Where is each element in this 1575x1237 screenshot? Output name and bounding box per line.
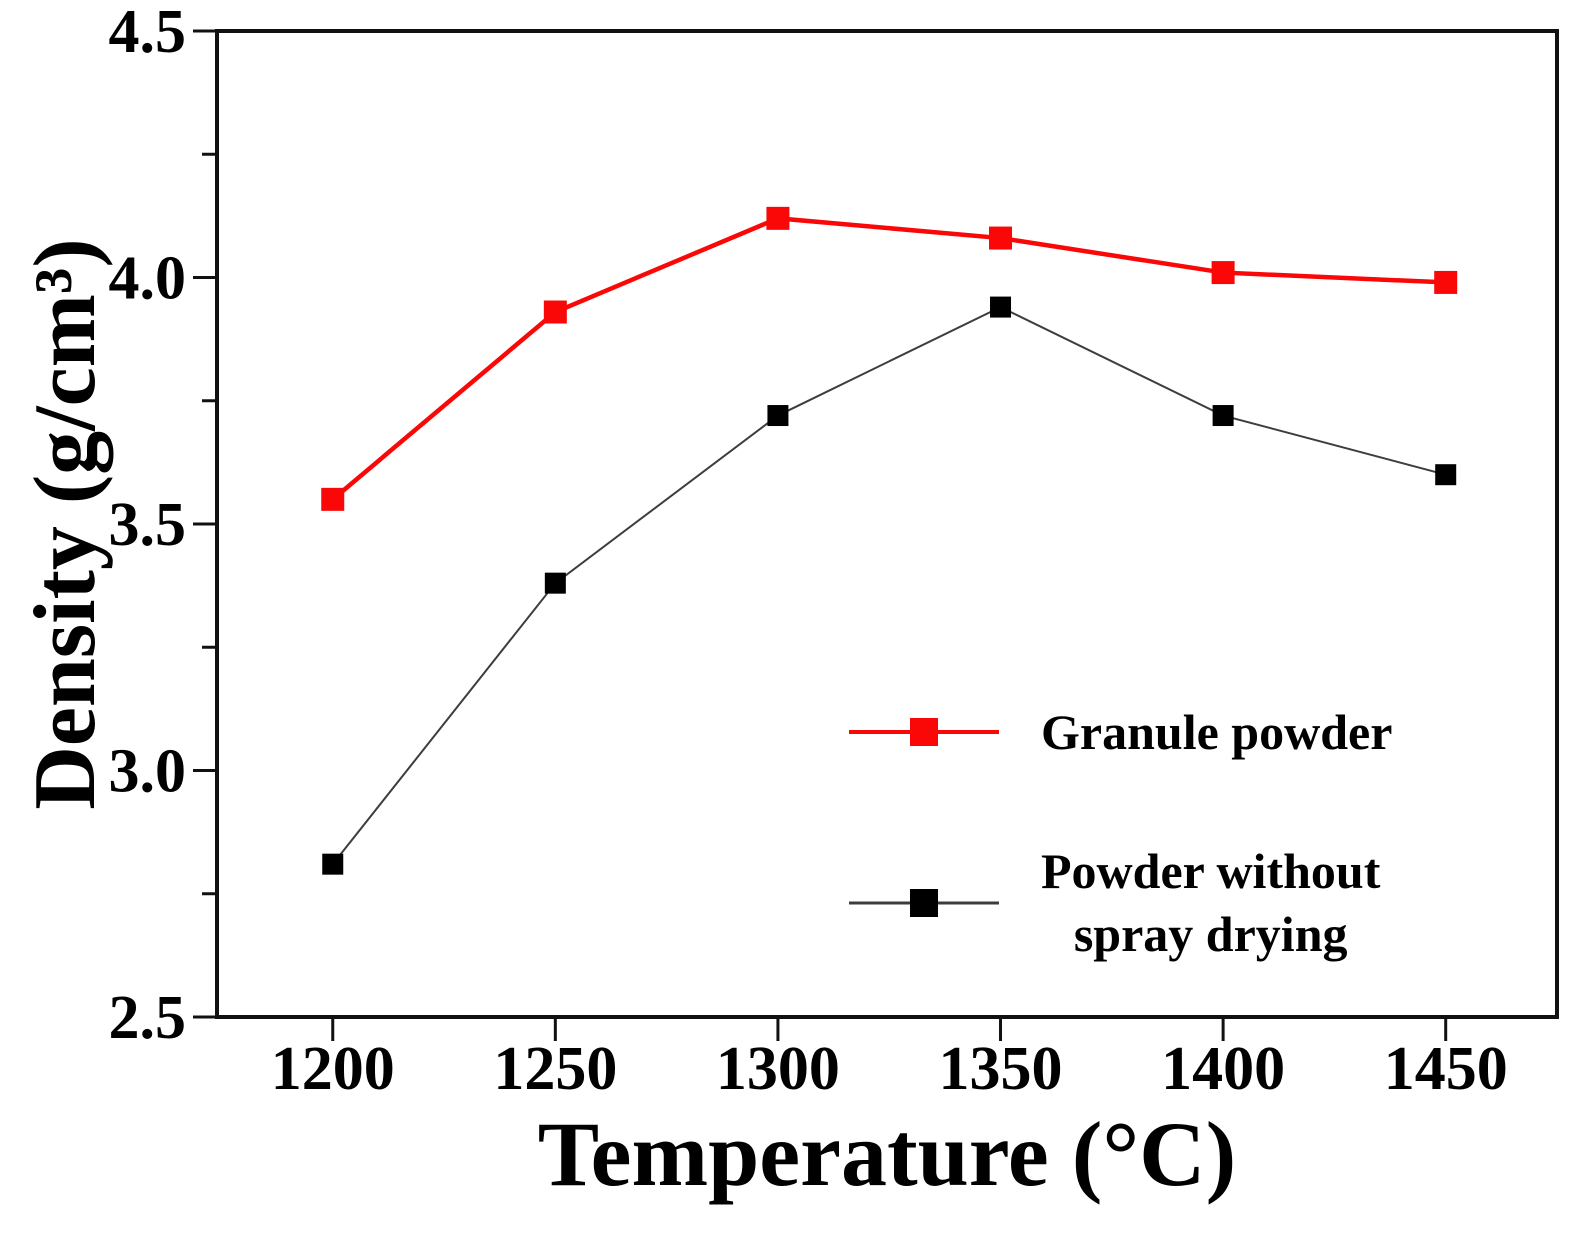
legend-marker-black-square-icon bbox=[910, 889, 938, 917]
data-point-marker bbox=[544, 572, 566, 594]
data-point-marker bbox=[1435, 464, 1457, 486]
series-0 bbox=[321, 206, 1458, 511]
x-tick-label: 1250 bbox=[493, 1035, 617, 1103]
y-axis-ticks: 4.5 4.0 3.5 3.0 2.5 bbox=[109, 0, 215, 1052]
series-line-1 bbox=[331, 305, 1446, 865]
legend-sample-powder-without-spray-drying bbox=[849, 888, 999, 918]
y-tick-label: 4.0 bbox=[109, 245, 187, 313]
data-point-marker bbox=[321, 487, 345, 511]
data-point-marker bbox=[1434, 270, 1458, 294]
legend-sample-granule-powder bbox=[849, 717, 999, 747]
x-tick-label: 1350 bbox=[939, 1035, 1063, 1103]
data-point-marker bbox=[989, 226, 1013, 250]
data-point-marker bbox=[990, 296, 1012, 318]
legend-label-granule-powder: Granule powder bbox=[1041, 703, 1393, 760]
data-point-marker bbox=[767, 405, 789, 427]
data-point-marker bbox=[1212, 405, 1234, 427]
y-tick-label: 3.5 bbox=[109, 491, 187, 559]
y-axis-title: Density (g/cm³) bbox=[17, 238, 114, 810]
series-1 bbox=[322, 296, 1457, 875]
x-tick-label: 1300 bbox=[716, 1035, 840, 1103]
x-axis-title: Temperature (°C) bbox=[537, 1103, 1237, 1205]
x-axis-ticks: 1200 1250 1300 1350 1400 1450 bbox=[271, 1019, 1508, 1103]
data-point-marker bbox=[543, 300, 567, 324]
x-tick-label: 1200 bbox=[271, 1035, 395, 1103]
series-line-0 bbox=[331, 216, 1446, 502]
legend-label-powder-without-spray-drying: Powder without spray drying bbox=[1041, 843, 1381, 962]
plot-frame bbox=[215, 29, 1559, 1019]
y-tick-label: 3.0 bbox=[109, 738, 187, 806]
data-point-marker bbox=[322, 853, 344, 875]
x-tick-label: 1450 bbox=[1384, 1035, 1508, 1103]
data-point-marker bbox=[1211, 261, 1235, 285]
legend-marker-red-square-icon bbox=[910, 718, 938, 746]
data-point-marker bbox=[766, 206, 790, 230]
legend-entry-granule-powder: Granule powder bbox=[849, 695, 1392, 769]
x-tick-label: 1400 bbox=[1161, 1035, 1285, 1103]
y-tick-label: 4.5 bbox=[109, 0, 187, 66]
y-tick-label: 2.5 bbox=[109, 984, 187, 1052]
legend-entry-powder-without-spray-drying: Powder without spray drying bbox=[849, 838, 1392, 968]
legend: Granule powder Powder without spray dryi… bbox=[849, 695, 1392, 968]
